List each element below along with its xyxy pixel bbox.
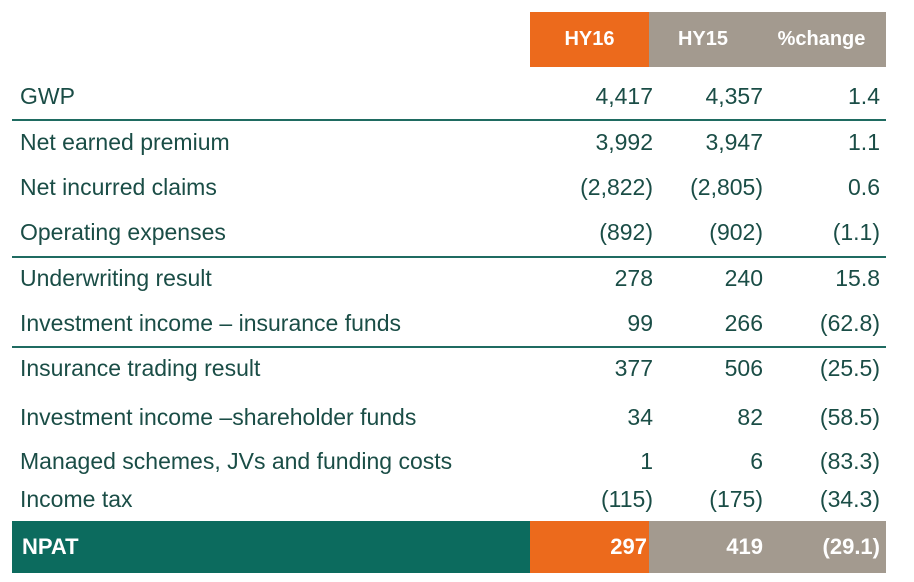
row-change: (1.1) <box>832 219 880 245</box>
row-hy15: (175) <box>709 486 763 512</box>
divider <box>12 256 886 258</box>
row-hy16: (115) <box>601 486 653 512</box>
npat-change: (29.1) <box>822 534 880 559</box>
header-hy16: HY16 <box>530 12 649 67</box>
npat-hy16: 297 <box>610 534 647 559</box>
table-row: Income tax (115) (175) (34.3) <box>12 479 886 519</box>
npat-label-cell <box>12 521 530 573</box>
row-hy15: 506 <box>724 355 763 381</box>
table-row: Net incurred claims (2,822) (2,805) 0.6 <box>12 167 886 207</box>
row-hy15: (2,805) <box>690 174 763 200</box>
table-row: GWP 4,417 4,357 1.4 <box>12 76 886 116</box>
row-hy16: 377 <box>614 355 653 381</box>
row-hy16: 1 <box>640 448 653 474</box>
row-hy16: 34 <box>627 404 653 430</box>
row-change: 15.8 <box>835 265 880 291</box>
row-change: (34.3) <box>819 486 880 512</box>
row-label: Net earned premium <box>20 129 230 155</box>
row-label: Managed schemes, JVs and funding costs <box>20 448 453 474</box>
row-hy16: (892) <box>599 219 653 245</box>
row-hy16: 4,417 <box>595 83 653 109</box>
npat-total-row: NPAT 297 419 (29.1) <box>12 521 886 573</box>
divider <box>12 346 886 348</box>
row-hy15: (902) <box>709 219 763 245</box>
table-row: Insurance trading result 377 506 (25.5) <box>12 348 886 388</box>
row-change: 1.4 <box>848 83 880 109</box>
table-row: Investment income – insurance funds 99 2… <box>12 303 886 343</box>
row-hy15: 3,947 <box>705 129 763 155</box>
row-label: Operating expenses <box>20 219 226 245</box>
table-row: Investment income –shareholder funds 34 … <box>12 397 886 437</box>
npat-hy15-cell <box>649 521 886 573</box>
row-change: (62.8) <box>819 310 880 336</box>
row-hy15: 266 <box>724 310 763 336</box>
row-change: (83.3) <box>819 448 880 474</box>
header-change-label: %change <box>777 28 866 50</box>
header-hy15-label: HY15 <box>677 28 729 50</box>
row-hy16: (2,822) <box>580 174 653 200</box>
row-change: (58.5) <box>819 404 880 430</box>
table-row: Underwriting result 278 240 15.8 <box>12 258 886 298</box>
row-hy16: 278 <box>614 265 653 291</box>
table-row: Net earned premium 3,992 3,947 1.1 <box>12 122 886 162</box>
row-hy15: 82 <box>737 404 763 430</box>
row-hy15: 4,357 <box>705 83 763 109</box>
row-label: Insurance trading result <box>20 355 261 381</box>
row-hy15: 240 <box>724 265 763 291</box>
header-hy15-change: HY15 %change <box>649 12 886 67</box>
row-label: Investment income – insurance funds <box>20 310 401 336</box>
row-change: (25.5) <box>819 355 880 381</box>
table-row: Managed schemes, JVs and funding costs 1… <box>12 441 886 481</box>
npat-label: NPAT <box>22 534 79 559</box>
table-row: Operating expenses (892) (902) (1.1) <box>12 212 886 252</box>
row-label: Underwriting result <box>20 265 212 291</box>
row-hy15: 6 <box>750 448 763 474</box>
row-label: Income tax <box>20 486 133 512</box>
row-change: 0.6 <box>848 174 880 200</box>
row-label: Net incurred claims <box>20 174 217 200</box>
row-label: GWP <box>20 83 75 109</box>
npat-hy15: 419 <box>726 534 763 559</box>
row-change: 1.1 <box>848 129 880 155</box>
row-hy16: 3,992 <box>595 129 653 155</box>
npat-hy16-cell <box>530 521 649 573</box>
header-hy16-label: HY16 <box>564 28 615 50</box>
divider <box>12 119 886 121</box>
row-hy16: 99 <box>627 310 653 336</box>
row-label: Investment income –shareholder funds <box>20 404 417 430</box>
